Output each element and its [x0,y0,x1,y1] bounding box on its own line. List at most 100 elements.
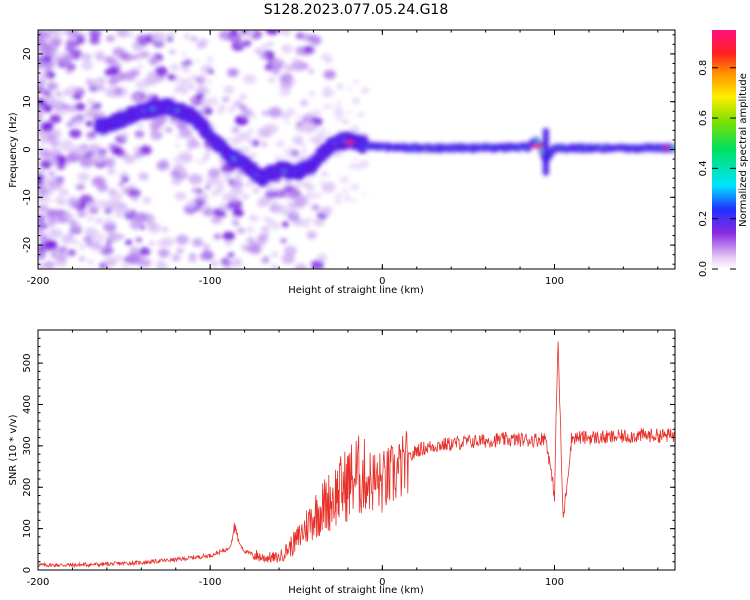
spectrogram-cell [233,190,238,195]
spectrogram-cell [167,74,176,81]
spectrogram-cell [291,185,298,191]
spectrogram-cell [211,100,219,106]
spectrogram-cell [215,179,225,188]
spectrogram-cell [345,140,351,145]
spectrogram-cell [261,44,268,49]
spectrogram-cell [131,197,138,203]
spectrogram-cell [664,146,669,150]
snr-ylabel: SNR (10 * v/v) [8,414,19,485]
colorbar-tick-label: 0.0 [698,261,709,277]
spectrogram-cell [142,213,155,224]
spectrogram-cell [272,198,278,203]
spectrogram-cell [213,187,223,195]
spectrogram-cell [88,30,102,39]
spectrogram-cell [319,180,324,184]
spectrogram-cell [123,53,134,62]
spectrogram-cell [307,39,314,45]
spectrogram-cell [112,47,126,57]
spectrogram-cell [281,44,293,54]
spectrogram-cell [306,121,316,129]
spectrogram-cell [243,74,257,85]
spectrogram-cell [156,160,170,171]
spectrogram-cell [257,51,268,60]
spectrogram-cell [38,47,43,54]
spectrogram-cell [291,159,297,163]
spectrogram-cell [306,217,313,223]
spectrogram-cell [137,123,144,129]
spectrogram-cell [133,150,144,159]
spectrogram-cell [170,64,179,71]
y-tick-label: 500 [22,354,33,373]
spectrogram-cell [67,249,77,257]
spectrogram-cell [128,183,136,190]
spectrogram-cell [167,31,176,38]
spectrogram-cell [204,203,210,208]
spectrogram-cell [81,60,94,71]
spectrogram-cell [62,88,72,96]
spectrogram-cell [66,104,78,113]
spectrogram-cell [198,75,205,81]
spectrogram-cell [312,109,322,116]
spectrogram-cell [213,233,222,240]
spectrogram-cell [294,263,308,269]
spectrogram-cell [267,77,276,83]
spectrogram-cell [148,241,155,246]
spectrogram-cell [119,131,130,139]
spectrogram-cell [67,30,80,38]
spectrogram-cell [124,208,131,213]
spectrogram-cell [87,216,94,222]
colorbar-tick-label: 0.6 [698,110,709,126]
spectrogram-cell [219,104,226,110]
spectrogram-cell [196,188,203,194]
colorbar-gradient [712,30,736,269]
colorbar-tick-label: 0.4 [698,160,709,176]
spectrogram-cell [38,221,45,231]
spectrogram-cell [282,210,289,216]
spectrogram-cell [150,130,163,141]
spectrogram-cell [540,148,544,151]
spectrogram-cell [207,69,214,75]
spectrogram-cell [250,214,260,222]
spectrogram-cell [49,179,63,190]
spectrogram-cell [189,74,198,81]
colorbar: 0.0 0.2 0.4 0.6 0.8 Normalized spectral ampl… [698,30,749,277]
spectrogram-cell [135,237,143,243]
spectrogram-cell [191,238,204,247]
spectrogram-cell [321,181,336,193]
spectrogram-cell [129,219,144,230]
spectrogram-cell [181,51,187,56]
spectrogram-cell [201,87,211,95]
spectrogram-cell [305,111,315,119]
spectrogram-cell [306,190,311,194]
spectrogram-cell [133,145,141,152]
spectrogram-cell [49,114,62,124]
spectrogram-cell [359,160,370,168]
spectrogram-cell [339,176,349,184]
spectrogram-cell [135,34,150,45]
spectrogram-cell [151,31,166,43]
spectrogram-xlabel: Height of straight line (km) [288,285,424,296]
y-tick-label: -10 [22,189,33,205]
spectrogram-cell [257,233,269,243]
spectrogram-cell [284,121,290,125]
spectrogram-cell [336,110,345,118]
spectrogram-cell [300,148,308,154]
spectrogram-cell [79,244,86,250]
spectrogram-cell [99,76,108,83]
spectrogram-cell [323,69,336,80]
spectrogram-cell [184,157,192,163]
spectrogram-cell [672,147,675,150]
spectrogram-cell [244,194,250,199]
spectrogram-cell [91,176,106,188]
spectrogram-cell [79,156,86,161]
spectrogram-cell [85,110,95,117]
spectrogram-cell [280,80,293,90]
spectrogram-cell [319,210,326,216]
spectrogram-cell [353,79,360,85]
spectrogram-cell [342,188,349,193]
snr-series-line [38,341,675,569]
spectrogram-cell [245,226,255,234]
spectrogram-cell [300,33,312,42]
spectrogram-cell [334,105,343,112]
spectrogram-cell [123,71,136,82]
